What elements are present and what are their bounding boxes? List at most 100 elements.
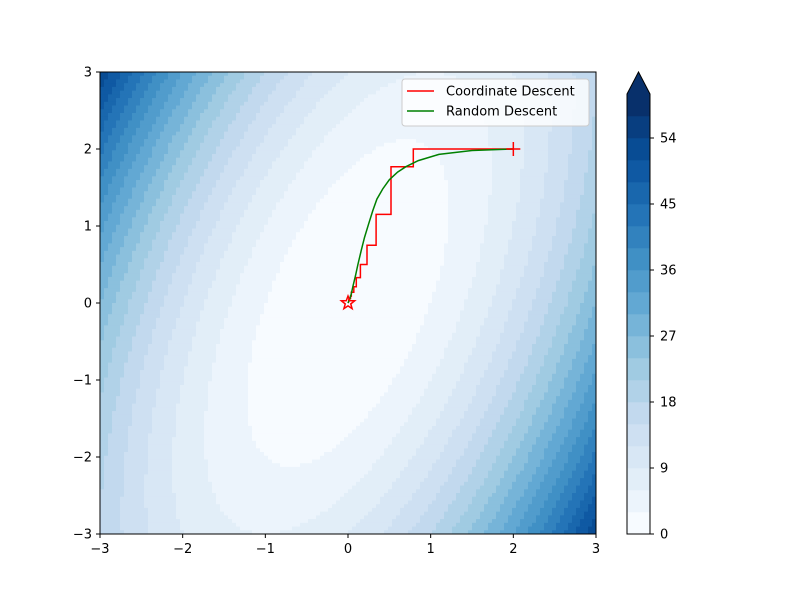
contour-cell — [236, 153, 241, 159]
contour-cell — [260, 183, 265, 188]
contour-cell — [252, 75, 257, 80]
contour-cell — [272, 79, 277, 84]
contour-cell — [204, 172, 209, 177]
contour-cell — [196, 191, 201, 196]
contour-cell — [160, 90, 165, 95]
contour-cell — [420, 180, 425, 185]
contour-cell — [540, 202, 545, 207]
contour-cell — [380, 139, 385, 144]
contour-cell — [136, 105, 141, 110]
contour-cell — [476, 161, 481, 166]
contour-cell — [216, 116, 221, 121]
contour-cell — [100, 120, 105, 125]
contour-cell — [556, 153, 561, 159]
contour-cell — [384, 194, 389, 200]
contour-cell — [128, 112, 133, 118]
contour-cell — [208, 194, 213, 200]
contour-cell — [128, 191, 133, 196]
contour-cell — [288, 83, 293, 88]
contour-cell — [144, 109, 149, 114]
contour-cell — [120, 157, 125, 162]
contour-cell — [516, 139, 521, 144]
contour-cell — [412, 206, 417, 211]
contour-cell — [120, 131, 125, 136]
contour-cell — [252, 176, 257, 181]
contour-cell — [504, 157, 509, 162]
contour-cell — [556, 217, 561, 222]
contour-cell — [264, 187, 269, 192]
contour-cell — [312, 75, 317, 80]
contour-cell — [460, 75, 465, 80]
contour-cell — [232, 72, 237, 77]
contour-cell — [528, 180, 533, 185]
contour-cell — [116, 72, 121, 77]
contour-cell — [580, 75, 585, 80]
contour-cell — [176, 176, 181, 181]
contour-cell — [396, 176, 401, 181]
contour-cell — [340, 83, 345, 88]
contour-cell — [308, 165, 313, 170]
contour-cell — [120, 75, 125, 80]
contour-cell — [264, 217, 269, 222]
contour-cell — [160, 180, 165, 185]
contour-cell — [124, 217, 129, 222]
contour-cell — [188, 135, 193, 140]
contour-cell — [100, 98, 105, 103]
contour-cell — [564, 183, 569, 188]
contour-cell — [356, 72, 361, 77]
contour-cell — [176, 146, 181, 151]
contour-cell — [516, 172, 521, 177]
contour-cell — [396, 94, 401, 99]
contour-cell — [308, 209, 313, 214]
contour-cell — [160, 94, 165, 99]
contour-cell — [268, 153, 273, 159]
contour-cell — [348, 168, 353, 173]
contour-cell — [196, 142, 201, 147]
contour-cell — [412, 161, 417, 166]
contour-cell — [156, 206, 161, 211]
contour-cell — [112, 213, 117, 218]
contour-cell — [568, 146, 573, 151]
contour-cell — [448, 194, 453, 200]
contour-cell — [332, 94, 337, 99]
contour-cell — [328, 101, 333, 106]
contour-cell — [320, 165, 325, 170]
contour-cell — [240, 183, 245, 188]
contour-cell — [152, 176, 157, 181]
contour-cell — [232, 150, 237, 155]
contour-cell — [204, 101, 209, 106]
contour-cell — [468, 72, 473, 77]
contour-cell — [480, 139, 485, 144]
contour-cell — [296, 165, 301, 170]
contour-cell — [552, 72, 557, 77]
contour-cell — [352, 198, 357, 203]
contour-cell — [120, 168, 125, 173]
contour-cell — [316, 139, 321, 144]
contour-cell — [292, 120, 297, 125]
contour-cell — [128, 105, 133, 110]
contour-cell — [152, 116, 157, 121]
contour-cell — [572, 202, 577, 207]
contour-cell — [332, 183, 337, 188]
contour-cell — [112, 176, 117, 181]
contour-cell — [328, 146, 333, 151]
contour-cell — [388, 198, 393, 203]
contour-cell — [344, 161, 349, 166]
contour-cell — [436, 72, 441, 77]
contour-cell — [140, 124, 145, 129]
contour-cell — [172, 139, 177, 144]
contour-cell — [372, 150, 377, 155]
contour-cell — [448, 183, 453, 188]
contour-cell — [140, 168, 145, 173]
contour-cell — [356, 94, 361, 99]
contour-cell — [468, 213, 473, 218]
contour-cell — [340, 191, 345, 196]
contour-cell — [256, 153, 261, 159]
contour-cell — [172, 191, 177, 196]
contour-cell — [180, 112, 185, 118]
contour-cell — [360, 146, 365, 151]
contour-cell — [516, 183, 521, 188]
contour-cell — [444, 198, 449, 203]
contour-cell — [416, 75, 421, 80]
contour-cell — [128, 139, 133, 144]
